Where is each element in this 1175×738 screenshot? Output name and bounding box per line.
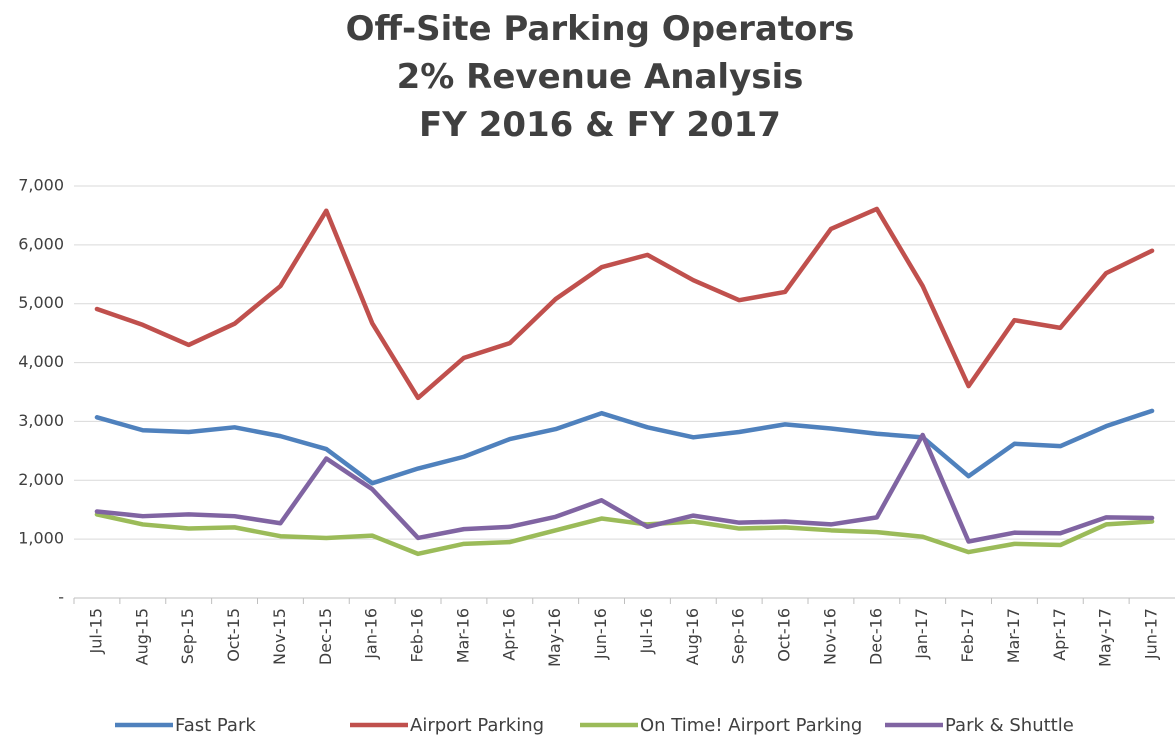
y-tick-label: 7,000 xyxy=(18,176,64,195)
x-tick-label: Nov-15 xyxy=(270,608,289,665)
legend-label: On Time! Airport Parking xyxy=(640,715,862,736)
x-tick-label: Apr-16 xyxy=(499,608,518,661)
chart-title: Off-Site Parking Operators xyxy=(346,9,855,49)
series-line xyxy=(94,512,1155,557)
x-tick-label: Aug-16 xyxy=(683,608,702,665)
y-tick-label: 3,000 xyxy=(18,411,64,430)
y-tick-label: 2,000 xyxy=(18,470,64,489)
x-tick-label: Nov-16 xyxy=(820,608,839,665)
x-tick-label: Oct-16 xyxy=(775,608,794,662)
x-tick-label: Dec-15 xyxy=(316,608,335,665)
x-tick-label: Sep-16 xyxy=(729,608,748,664)
x-tick-label: Apr-17 xyxy=(1050,608,1069,661)
y-tick-label: 4,000 xyxy=(18,352,64,371)
y-tick-label: - xyxy=(58,588,64,607)
x-tick-label: Jan-17 xyxy=(912,608,931,660)
legend-label: Park & Shuttle xyxy=(945,715,1074,736)
chart-title: FY 2016 & FY 2017 xyxy=(419,105,781,145)
x-tick-label: Oct-15 xyxy=(224,608,243,662)
y-tick-label: 5,000 xyxy=(18,293,64,312)
legend-label: Fast Park xyxy=(175,715,256,736)
series-line xyxy=(94,408,1155,486)
series-line xyxy=(94,206,1155,401)
x-tick-label: Dec-16 xyxy=(866,608,885,665)
x-tick-label: May-17 xyxy=(1096,608,1115,667)
chart-title: 2% Revenue Analysis xyxy=(397,57,804,97)
x-tick-label: Sep-15 xyxy=(178,608,197,664)
series-line xyxy=(94,432,1155,544)
x-tick-label: Aug-15 xyxy=(132,608,151,665)
x-tick-label: May-16 xyxy=(545,608,564,667)
x-tick-label: Jun-17 xyxy=(1142,608,1161,660)
x-tick-label: Jul-15 xyxy=(86,608,105,654)
x-tick-label: Jul-16 xyxy=(637,608,656,654)
x-tick-label: Jun-16 xyxy=(591,608,610,660)
x-tick-label: Feb-16 xyxy=(408,608,427,662)
legend-label: Airport Parking xyxy=(410,715,544,736)
y-tick-label: 6,000 xyxy=(18,234,64,253)
x-tick-label: Mar-17 xyxy=(1004,608,1023,663)
x-tick-label: Feb-17 xyxy=(958,608,977,662)
y-tick-label: 1,000 xyxy=(18,529,64,548)
x-tick-label: Mar-16 xyxy=(453,608,472,663)
x-tick-label: Jan-16 xyxy=(362,608,381,660)
